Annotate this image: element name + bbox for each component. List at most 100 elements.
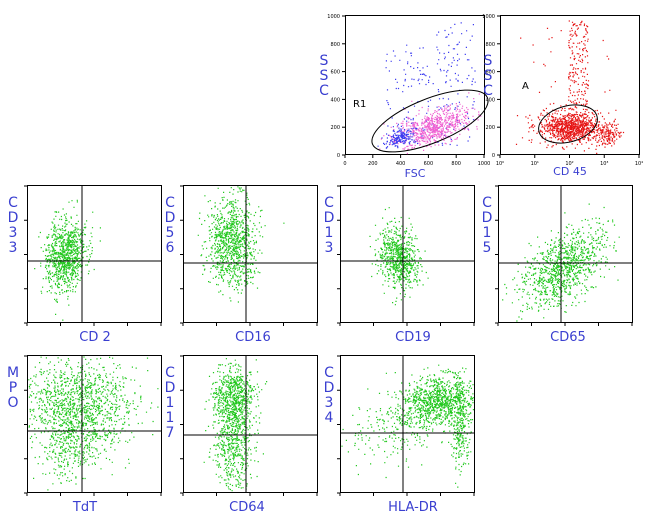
gate-r1	[371, 89, 489, 153]
scatter-plot-hladr-cd34	[337, 355, 475, 496]
data-points	[203, 358, 267, 492]
x-tick-label: 10³	[600, 161, 608, 167]
data-points	[387, 364, 474, 440]
x-axis-label-tdt: TdT	[72, 500, 98, 515]
y-tick-label: 400	[485, 97, 495, 103]
scatter-point-cloud	[377, 125, 423, 149]
data-points	[515, 102, 619, 152]
x-tick-label: 10²	[565, 161, 573, 167]
y-axis-label-char: 5	[165, 225, 175, 241]
y-axis-label-char: D	[164, 380, 176, 396]
y-tick-label: 800	[330, 42, 340, 48]
y-axis-label-char: D	[164, 210, 176, 226]
y-axis-label-char: 7	[165, 425, 175, 441]
x-tick-label: 10⁴	[635, 161, 643, 167]
scatter-plot-cd2-cd33	[24, 185, 162, 326]
y-axis-label-char: C	[324, 195, 334, 211]
x-axis-label-cd65: CD65	[550, 330, 586, 345]
y-tick-label: 400	[330, 97, 340, 103]
y-axis-label-char: D	[481, 210, 493, 226]
scatter-point-cloud	[387, 364, 474, 440]
x-tick-label: 200	[368, 161, 378, 167]
y-axis-label-char: D	[7, 210, 19, 226]
scatter-plot-cd65-cd15	[495, 185, 633, 326]
data-points	[369, 207, 429, 306]
data-points	[378, 92, 482, 155]
data-points	[447, 367, 472, 488]
y-axis-label-char: 3	[324, 240, 334, 256]
scatter-point-cloud	[369, 207, 429, 306]
y-axis-label-char: S	[483, 53, 493, 69]
data-points	[34, 199, 101, 321]
plot-frame	[345, 15, 485, 155]
x-tick-label: 10⁰	[496, 161, 504, 167]
x-axis-label-cd19: CD19	[395, 330, 431, 345]
plot-frame	[340, 185, 475, 323]
scatter-plot-cd45-ssc: 10⁰ 10¹ 10² 10³ 10⁴ 0 200 400 600 800 1000 A	[482, 14, 643, 167]
y-tick-label: 800	[485, 42, 495, 48]
y-axis-label-char: 5	[482, 240, 492, 256]
x-tick-label: 600	[424, 161, 434, 167]
y-axis-label-char: C	[483, 83, 493, 99]
scatter-point-cloud	[197, 186, 285, 303]
y-tick-label: 1000	[327, 14, 340, 20]
scatter-point-cloud	[568, 20, 590, 137]
scatter-plot-cd16-cd56	[180, 185, 318, 326]
data-points	[197, 186, 285, 303]
y-tick-label: 0	[337, 153, 340, 159]
scatter-point-cloud	[33, 395, 108, 491]
x-tick-label: 800	[451, 161, 461, 167]
y-axis-label-char: C	[165, 195, 175, 211]
x-axis-label-fsc: FSC	[404, 167, 426, 180]
y-axis-label-char: 1	[324, 225, 334, 241]
data-points	[377, 125, 423, 149]
y-axis-label-char: S	[483, 68, 493, 84]
y-axis-label-char: 6	[165, 240, 175, 256]
scatter-point-cloud	[593, 122, 625, 154]
y-axis-label-char: M	[6, 365, 20, 381]
plot-frame	[183, 355, 318, 493]
scatter-point-cloud	[203, 358, 267, 492]
y-axis-label-char: C	[482, 195, 492, 211]
x-tick-label: 1000	[478, 161, 491, 167]
data-points	[208, 359, 268, 447]
plot-frame	[27, 185, 162, 323]
gate-a	[538, 104, 598, 144]
x-axis-label-cd2: CD 2	[79, 330, 111, 345]
scatter-point-cloud	[447, 367, 472, 488]
y-axis-label-char: D	[323, 210, 335, 226]
y-axis-label-char: C	[165, 365, 175, 381]
y-axis-label-char: C	[319, 83, 329, 99]
y-tick-label: 200	[330, 125, 340, 131]
x-tick-label: 10¹	[531, 161, 539, 167]
plot-frame	[500, 15, 640, 155]
scatter-point-cloud	[28, 356, 159, 476]
gate-label-r1: R1	[353, 99, 366, 110]
scatter-plot-cd64-cd117	[180, 355, 318, 496]
y-tick-label: 200	[485, 125, 495, 131]
y-tick-label: 1000	[482, 14, 495, 20]
y-axis-label-char: 4	[324, 410, 334, 426]
scatter-point-cloud	[208, 359, 268, 447]
data-points	[33, 395, 108, 491]
y-axis-label-char: 3	[8, 225, 18, 241]
scatter-point-cloud	[378, 92, 482, 155]
y-axis-label-char: 1	[165, 410, 175, 426]
y-axis-label-char: D	[323, 380, 335, 396]
y-axis-label-char: P	[8, 380, 18, 396]
x-tick-label: 400	[396, 161, 406, 167]
y-tick-label: 600	[330, 70, 340, 76]
scatter-point-cloud	[34, 199, 101, 321]
y-axis-label-char: O	[7, 395, 19, 411]
x-axis-label-cd64: CD64	[229, 500, 265, 515]
scatter-point-cloud	[515, 102, 619, 152]
y-axis-label-char: C	[324, 365, 334, 381]
